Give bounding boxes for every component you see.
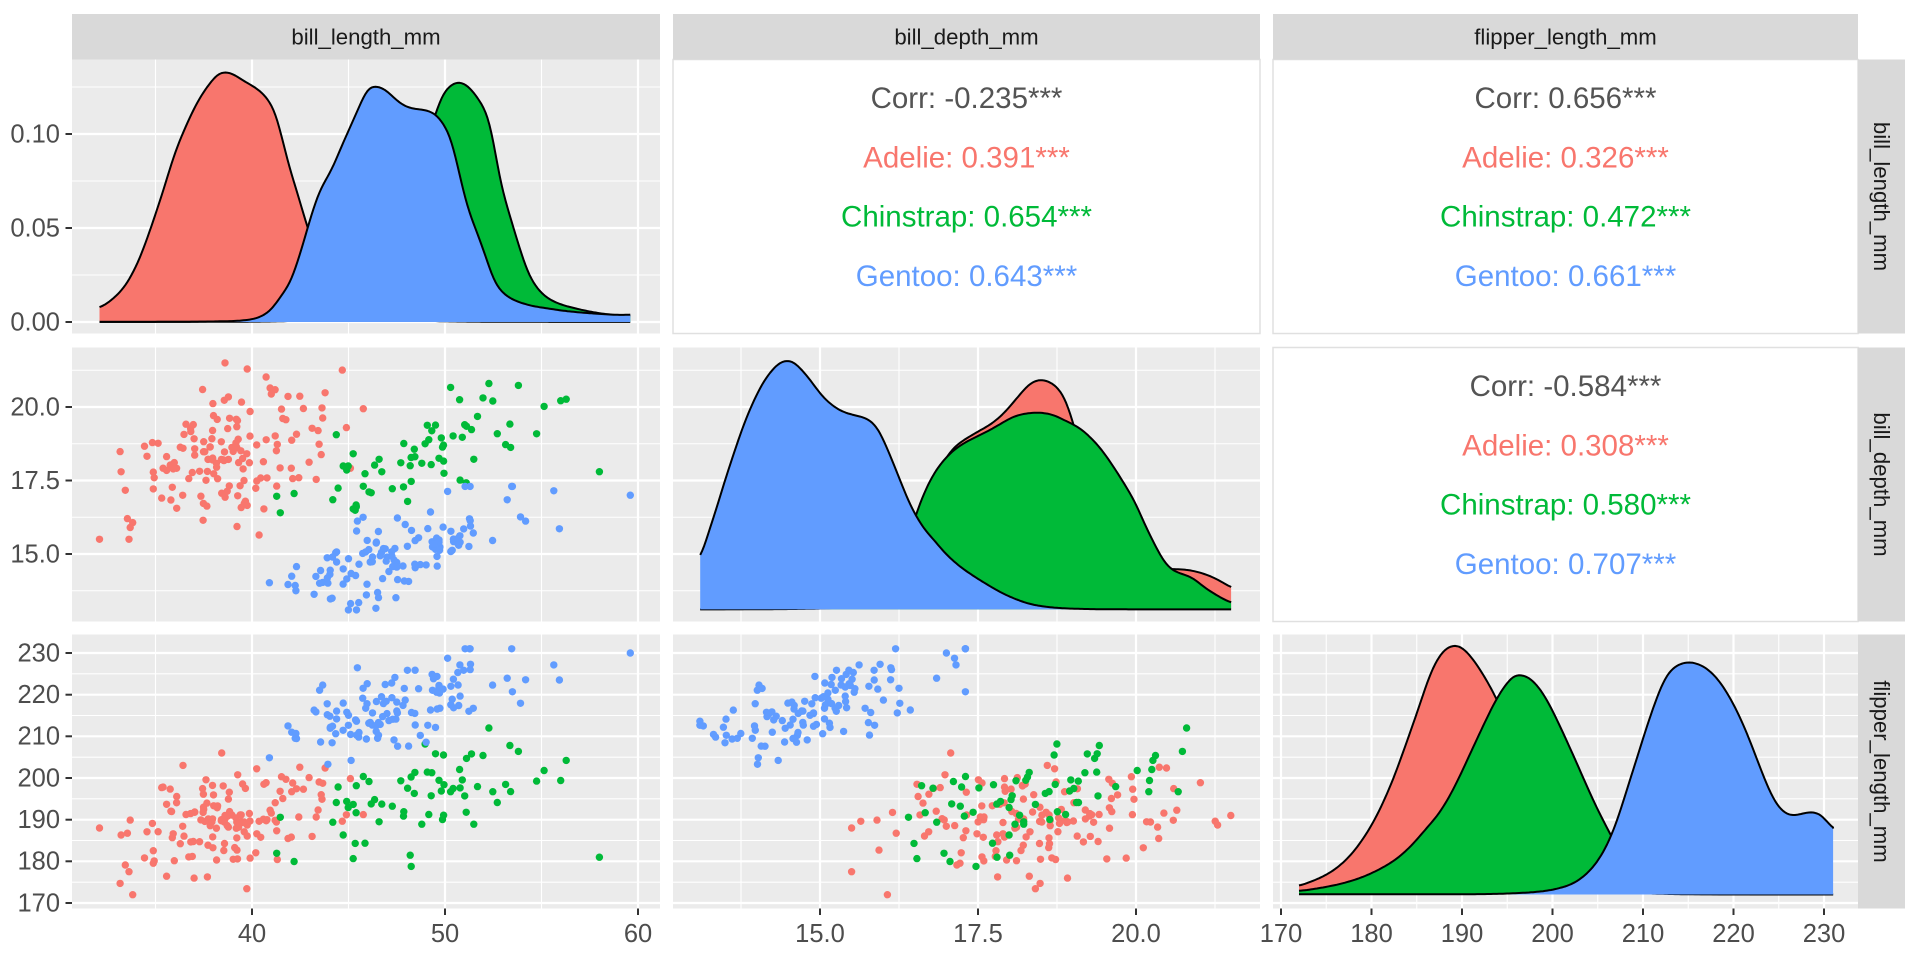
svg-text:170: 170	[1260, 920, 1303, 948]
svg-text:Adelie: 0.308***: Adelie: 0.308***	[1462, 430, 1669, 463]
svg-text:Gentoo: 0.707***: Gentoo: 0.707***	[1455, 548, 1677, 581]
svg-text:190: 190	[1441, 920, 1484, 948]
svg-text:Corr: -0.584***: Corr: -0.584***	[1470, 370, 1662, 403]
svg-text:210: 210	[1622, 920, 1665, 948]
svg-text:230: 230	[1803, 920, 1846, 948]
svg-text:Adelie: 0.391***: Adelie: 0.391***	[863, 142, 1070, 175]
svg-text:bill_depth_mm: bill_depth_mm	[894, 25, 1038, 50]
svg-text:Corr: -0.235***: Corr: -0.235***	[871, 82, 1063, 115]
svg-text:0.05: 0.05	[10, 214, 60, 242]
svg-text:15.0: 15.0	[795, 920, 845, 948]
svg-text:bill_depth_mm: bill_depth_mm	[1869, 412, 1894, 556]
svg-text:180: 180	[17, 848, 60, 876]
svg-text:Chinstrap: 0.472***: Chinstrap: 0.472***	[1440, 201, 1691, 234]
svg-text:Chinstrap: 0.580***: Chinstrap: 0.580***	[1440, 489, 1691, 522]
svg-text:210: 210	[17, 723, 60, 751]
svg-text:bill_length_mm: bill_length_mm	[291, 25, 440, 50]
svg-text:Chinstrap: 0.654***: Chinstrap: 0.654***	[841, 201, 1092, 234]
svg-text:220: 220	[1712, 920, 1755, 948]
svg-text:0.00: 0.00	[10, 308, 60, 336]
svg-text:50: 50	[431, 920, 459, 948]
svg-text:60: 60	[624, 920, 652, 948]
svg-text:200: 200	[1531, 920, 1574, 948]
svg-text:flipper_length_mm: flipper_length_mm	[1474, 25, 1657, 50]
svg-text:20.0: 20.0	[1111, 920, 1161, 948]
svg-text:Gentoo: 0.643***: Gentoo: 0.643***	[856, 260, 1078, 293]
svg-text:20.0: 20.0	[10, 393, 60, 421]
svg-text:180: 180	[1350, 920, 1393, 948]
svg-text:17.5: 17.5	[10, 467, 60, 495]
svg-text:170: 170	[17, 889, 60, 917]
svg-text:bill_length_mm: bill_length_mm	[1869, 122, 1894, 271]
svg-text:Gentoo: 0.661***: Gentoo: 0.661***	[1455, 260, 1677, 293]
svg-text:230: 230	[17, 639, 60, 667]
svg-text:220: 220	[17, 681, 60, 709]
svg-text:15.0: 15.0	[10, 540, 60, 568]
svg-text:17.5: 17.5	[953, 920, 1003, 948]
svg-text:flipper_length_mm: flipper_length_mm	[1869, 680, 1894, 863]
svg-text:Adelie: 0.326***: Adelie: 0.326***	[1462, 142, 1669, 175]
svg-text:40: 40	[238, 920, 266, 948]
svg-text:200: 200	[17, 764, 60, 792]
svg-text:190: 190	[17, 806, 60, 834]
svg-text:0.10: 0.10	[10, 120, 60, 148]
svg-text:Corr: 0.656***: Corr: 0.656***	[1474, 82, 1657, 115]
